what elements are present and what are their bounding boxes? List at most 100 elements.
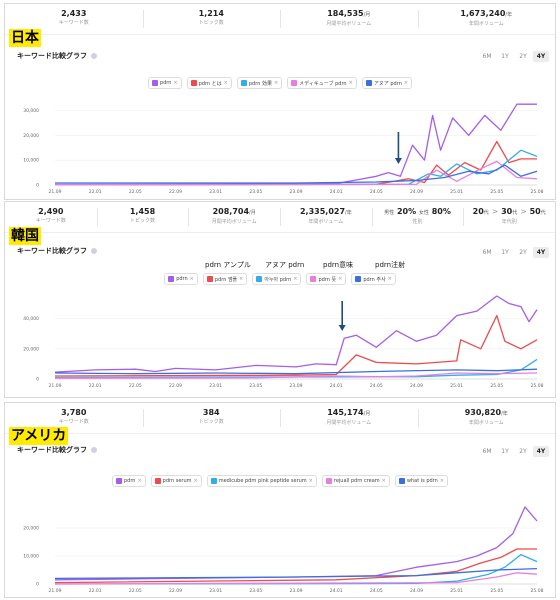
x-tick-label: 21.09 bbox=[49, 189, 62, 195]
close-icon[interactable]: × bbox=[239, 276, 244, 282]
x-tick-label: 24.01 bbox=[330, 189, 343, 195]
line-chart: 0 20,000 40,000 21.09 22.01 22.05 22.09 23.01 23… bbox=[23, 295, 544, 389]
legend-chip[interactable]: pdrn × bbox=[147, 77, 182, 89]
y-tick-label: 20,000 bbox=[23, 526, 39, 532]
legend-chip[interactable]: pdrn 効果 × bbox=[236, 77, 283, 89]
stats-bar: 2,490 キーワード数 1,458 トピック数 208,704/月 月間平均ボリュー… bbox=[5, 202, 555, 233]
period-1y[interactable]: 1Y bbox=[501, 448, 509, 455]
checkbox-icon[interactable] bbox=[310, 276, 317, 282]
close-icon[interactable]: × bbox=[381, 478, 386, 484]
x-tick-label: 25.01 bbox=[450, 189, 463, 195]
close-icon[interactable]: × bbox=[173, 80, 178, 86]
chart-title: キーワード比較グラフ bbox=[17, 51, 97, 61]
legend-chip[interactable]: pdrn 앰플 × bbox=[202, 273, 248, 285]
legend-chip[interactable]: メディキューブ pdrn × bbox=[287, 77, 357, 89]
close-icon[interactable]: × bbox=[193, 478, 198, 484]
checkbox-icon[interactable] bbox=[151, 80, 158, 86]
country-label: 日本 bbox=[9, 29, 41, 47]
stat-topics: 1,458 トピック数 bbox=[96, 202, 189, 232]
stat-keywords: 3,780 キーワード数 bbox=[58, 408, 89, 425]
stat-keywords: 2,490 キーワード数 bbox=[35, 207, 66, 224]
close-icon[interactable]: × bbox=[387, 276, 392, 282]
legend-chip[interactable]: アヌア pdrn × bbox=[361, 77, 413, 89]
x-tick-label: 23.09 bbox=[290, 383, 303, 389]
period-2y[interactable]: 2Y bbox=[519, 53, 527, 60]
checkbox-icon[interactable] bbox=[398, 478, 405, 484]
info-icon[interactable] bbox=[91, 248, 97, 254]
legend-label: pdrn bbox=[123, 478, 136, 484]
legend-chip[interactable]: pdrn × bbox=[111, 475, 146, 487]
stats-bar: 3,780 キーワード数 384 トピック数 145,174/月 月間平均ボリューム … bbox=[5, 403, 555, 434]
period-2y[interactable]: 2Y bbox=[519, 249, 527, 256]
x-tick-label: 22.01 bbox=[89, 383, 102, 389]
series-line bbox=[54, 372, 538, 379]
checkbox-icon[interactable] bbox=[240, 80, 247, 86]
period-2y[interactable]: 2Y bbox=[519, 448, 527, 455]
period-6m[interactable]: 6M bbox=[482, 448, 492, 455]
legend-label: what is pdrn bbox=[406, 478, 438, 484]
period-1y[interactable]: 1Y bbox=[501, 249, 509, 256]
stat-monthly: 145,174/月 月間平均ボリューム bbox=[280, 403, 418, 433]
close-icon[interactable]: × bbox=[403, 80, 409, 86]
x-tick-label: 25.01 bbox=[450, 588, 463, 594]
period-6m[interactable]: 6M bbox=[482, 249, 492, 256]
period-6m[interactable]: 6M bbox=[482, 53, 492, 60]
close-icon[interactable]: × bbox=[338, 276, 343, 282]
x-tick-label: 23.09 bbox=[290, 189, 303, 195]
period-1y[interactable]: 1Y bbox=[501, 53, 509, 60]
checkbox-icon[interactable] bbox=[355, 276, 362, 282]
checkbox-icon[interactable] bbox=[291, 80, 298, 86]
panel-usa: 3,780 キーワード数 384 トピック数 145,174/月 月間平均ボリューム … bbox=[4, 402, 556, 598]
arrow-head bbox=[338, 325, 346, 331]
stat-age: 20代 > 30代 > 50代 年代別 bbox=[463, 202, 555, 232]
checkbox-icon[interactable] bbox=[190, 80, 197, 86]
series-line bbox=[54, 160, 538, 186]
period-4y[interactable]: 4Y bbox=[533, 446, 549, 457]
series-line bbox=[54, 368, 538, 375]
stat-monthly: 184,535/月 月間平均ボリューム bbox=[280, 4, 418, 34]
close-icon[interactable]: × bbox=[137, 478, 142, 484]
checkbox-icon[interactable] bbox=[154, 478, 161, 484]
legend-label: pdrn bbox=[159, 80, 172, 86]
series-line bbox=[54, 103, 537, 186]
x-tick-label: 22.01 bbox=[89, 588, 102, 594]
checkbox-icon[interactable] bbox=[115, 478, 122, 484]
line-chart: 0 10,000 20,000 30,000 21.09 22.01 22.05 22.09 2… bbox=[23, 103, 544, 195]
x-tick-label: 23.05 bbox=[249, 588, 262, 594]
close-icon[interactable]: × bbox=[308, 478, 313, 484]
legend-chip[interactable]: 아누아 pdrn × bbox=[252, 273, 302, 285]
checkbox-icon[interactable] bbox=[206, 276, 213, 282]
legend-chip[interactable]: what is pdrn × bbox=[394, 475, 449, 487]
legend-label: pdrn とは bbox=[198, 80, 222, 87]
legend-chip[interactable]: pdrn 뜻 × bbox=[306, 273, 347, 285]
stat-monthly: 208,704/月 月間平均ボリューム bbox=[188, 202, 280, 232]
checkbox-icon[interactable] bbox=[325, 478, 332, 484]
legend-chip[interactable]: pdrn serum × bbox=[150, 475, 202, 487]
checkbox-icon[interactable] bbox=[210, 478, 217, 484]
close-icon[interactable]: × bbox=[439, 478, 445, 484]
checkbox-icon[interactable] bbox=[168, 276, 175, 282]
series-line bbox=[55, 164, 538, 184]
legend: pdrn × pdrn 앰플 × 아누아 pdrn × pdrn 뜻 × pdrn 주사… bbox=[5, 273, 555, 285]
info-icon[interactable] bbox=[91, 53, 97, 59]
close-icon[interactable]: × bbox=[273, 80, 279, 86]
close-icon[interactable]: × bbox=[293, 276, 298, 282]
period-4y[interactable]: 4Y bbox=[533, 247, 549, 258]
checkbox-icon[interactable] bbox=[365, 80, 372, 86]
info-icon[interactable] bbox=[91, 447, 97, 453]
series-line bbox=[54, 149, 538, 186]
legend-label: pdrn bbox=[176, 276, 188, 282]
close-icon[interactable]: × bbox=[348, 80, 353, 86]
x-tick-label: 24.09 bbox=[410, 588, 423, 594]
legend-chip[interactable]: medicube pdrn pink peptide serum × bbox=[206, 475, 317, 487]
close-icon[interactable]: × bbox=[189, 276, 194, 282]
period-4y[interactable]: 4Y bbox=[533, 51, 549, 62]
legend-chip[interactable]: pdrn × bbox=[164, 273, 198, 285]
legend-chip[interactable]: pdrn とは × bbox=[186, 77, 232, 89]
legend-chip[interactable]: pdrn 주사 × bbox=[351, 273, 396, 285]
checkbox-icon[interactable] bbox=[256, 276, 263, 282]
stat-keywords: 2,433 キーワード数 bbox=[58, 9, 89, 26]
legend-chip[interactable]: rejuall pdrn cream × bbox=[321, 475, 390, 487]
close-icon[interactable]: × bbox=[223, 80, 228, 86]
chart-title: キーワード比較グラフ bbox=[17, 445, 97, 455]
